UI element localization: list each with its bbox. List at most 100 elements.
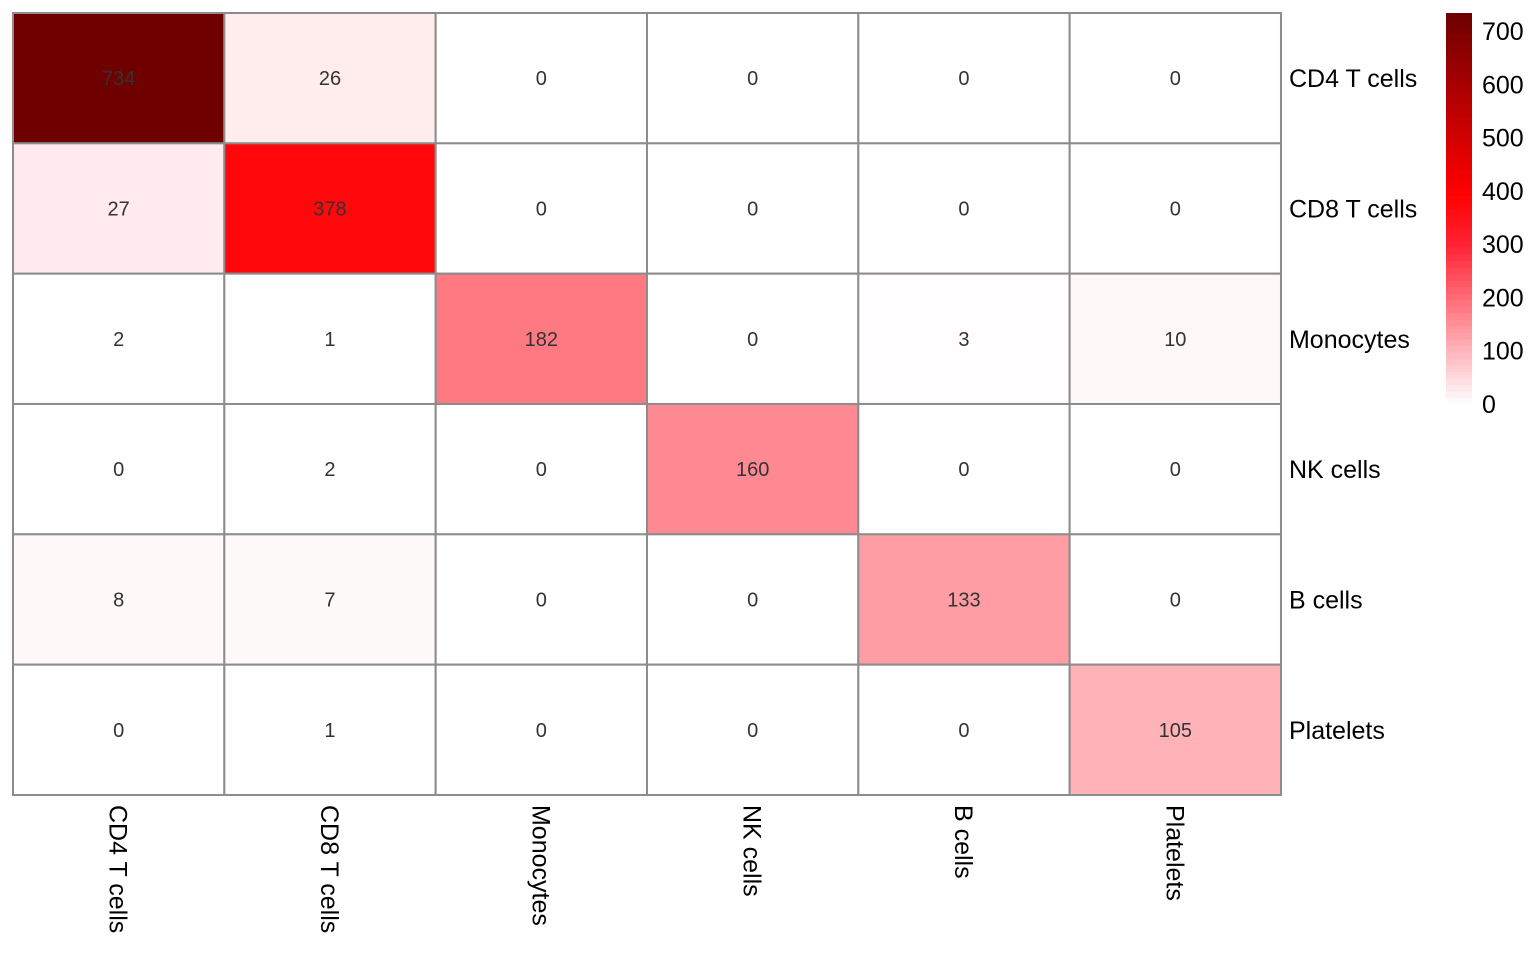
heatmap-cells xyxy=(12,12,1282,796)
heatmap-cell xyxy=(12,533,226,666)
heatmap-cell xyxy=(645,663,860,796)
cell-value-label: 0 xyxy=(958,68,969,90)
legend-color-step xyxy=(1446,338,1472,346)
cell-value-label: 0 xyxy=(747,198,758,220)
heatmap-cell xyxy=(12,402,226,536)
heatmap-cell xyxy=(223,402,437,536)
heatmap-cell xyxy=(434,12,648,145)
legend-tick-label: 700 xyxy=(1482,18,1524,46)
legend-color-step xyxy=(1446,130,1472,138)
legend-color-step xyxy=(1446,71,1472,79)
cell-value-label: 0 xyxy=(113,459,124,481)
legend-color-step xyxy=(1446,286,1472,294)
cell-value-label: 0 xyxy=(958,198,969,220)
cell-value-label: 182 xyxy=(525,329,558,351)
legend-color-step xyxy=(1446,39,1472,47)
legend-color-step xyxy=(1446,267,1472,275)
legend-color-step xyxy=(1446,201,1472,210)
heatmap-cell xyxy=(12,663,226,796)
legend-color-step xyxy=(1446,377,1472,386)
column-label: Platelets xyxy=(1160,805,1188,901)
legend-color-step xyxy=(1446,325,1472,333)
cell-value-label: 0 xyxy=(747,68,758,90)
legend-color-step xyxy=(1446,78,1472,86)
heatmap-cell xyxy=(223,142,437,275)
legend-color-step xyxy=(1446,215,1472,223)
legend-color-step xyxy=(1446,13,1472,21)
column-label: CD4 T cells xyxy=(104,805,132,933)
color-legend: 0 100 200 300 400 500 600 700 xyxy=(1446,13,1524,419)
heatmap-cell xyxy=(857,402,1071,536)
heatmap-cell xyxy=(1068,533,1282,666)
heatmap-cell xyxy=(1068,402,1282,536)
legend-color-step xyxy=(1446,65,1472,73)
legend-color-step xyxy=(1446,312,1472,320)
heatmap-cell xyxy=(645,142,860,275)
column-label: Monocytes xyxy=(526,805,554,926)
cell-value-label: 0 xyxy=(747,329,758,351)
legend-tick-label: 400 xyxy=(1482,178,1524,206)
cell-value-label: 378 xyxy=(313,198,346,220)
cell-value-label: 105 xyxy=(1159,720,1192,742)
cell-value-label: 0 xyxy=(113,720,124,742)
cell-value-label: 2 xyxy=(113,329,124,351)
cell-value-label: 0 xyxy=(747,720,758,742)
heatmap-cell xyxy=(223,272,437,405)
legend-tick-label: 500 xyxy=(1482,125,1524,153)
cell-value-label: 734 xyxy=(102,68,135,90)
legend-color-step xyxy=(1446,104,1472,112)
heatmap-cell xyxy=(857,272,1071,405)
legend-color-step xyxy=(1446,351,1472,359)
legend-color-step xyxy=(1446,175,1472,184)
cell-value-label: 0 xyxy=(1170,68,1181,90)
legend-tick-label: 200 xyxy=(1482,284,1524,312)
cell-value-label: 0 xyxy=(747,589,758,611)
legend-color-step xyxy=(1446,358,1472,366)
legend-color-step xyxy=(1446,208,1472,216)
cell-value-label: 27 xyxy=(108,198,130,220)
column-labels: CD4 T cells CD8 T cells Monocytes NK cells B… xyxy=(104,805,1189,933)
legend-color-step xyxy=(1446,182,1472,190)
cell-value-label: 160 xyxy=(736,459,769,481)
legend-color-step xyxy=(1446,299,1472,307)
heatmap-cell xyxy=(857,663,1071,796)
cell-value-label: 0 xyxy=(536,68,547,90)
legend-color-step xyxy=(1446,84,1472,92)
cell-value-label: 0 xyxy=(536,589,547,611)
legend-color-step xyxy=(1446,123,1472,131)
legend-color-step xyxy=(1446,188,1472,197)
legend-color-step xyxy=(1446,91,1472,99)
legend-color-step xyxy=(1446,195,1472,203)
legend-color-step xyxy=(1446,345,1472,353)
heatmap-cell xyxy=(223,12,437,145)
row-label: NK cells xyxy=(1289,456,1381,484)
legend-color-step xyxy=(1446,169,1472,177)
heatmap-cell xyxy=(1068,663,1282,796)
heatmap-cell xyxy=(645,272,860,405)
cell-value-label: 26 xyxy=(319,68,341,90)
heatmap-cell xyxy=(434,533,648,666)
legend-color-step xyxy=(1446,58,1472,66)
legend-color-step xyxy=(1446,273,1472,281)
cell-value-label: 0 xyxy=(1170,198,1181,220)
legend-color-step xyxy=(1446,247,1472,255)
cell-value-label: 1 xyxy=(324,720,335,742)
legend-color-step xyxy=(1446,97,1472,105)
legend-color-step xyxy=(1446,280,1472,288)
row-label: Monocytes xyxy=(1289,326,1410,354)
cell-value-labels: 734 26 0 0 0 027 378 0 0 0 02 1 182 0 3 100 2 0 160 0 08 7 0 0 1… xyxy=(102,68,1192,742)
legend-color-step xyxy=(1446,319,1472,327)
row-labels: CD4 T cells CD8 T cells Monocytes NK cells B… xyxy=(1289,65,1417,745)
legend-color-step xyxy=(1446,117,1472,125)
legend-color-step xyxy=(1446,241,1472,249)
cell-value-label: 0 xyxy=(958,459,969,481)
heatmap-cell xyxy=(645,402,860,536)
heatmap-cell xyxy=(857,533,1071,666)
legend-color-step xyxy=(1446,384,1472,392)
legend-color-step xyxy=(1446,397,1472,405)
cell-value-label: 2 xyxy=(324,459,335,481)
legend-color-step xyxy=(1446,149,1472,157)
legend-color-step xyxy=(1446,26,1472,34)
legend-color-step xyxy=(1446,306,1472,314)
cell-value-label: 0 xyxy=(1170,589,1181,611)
